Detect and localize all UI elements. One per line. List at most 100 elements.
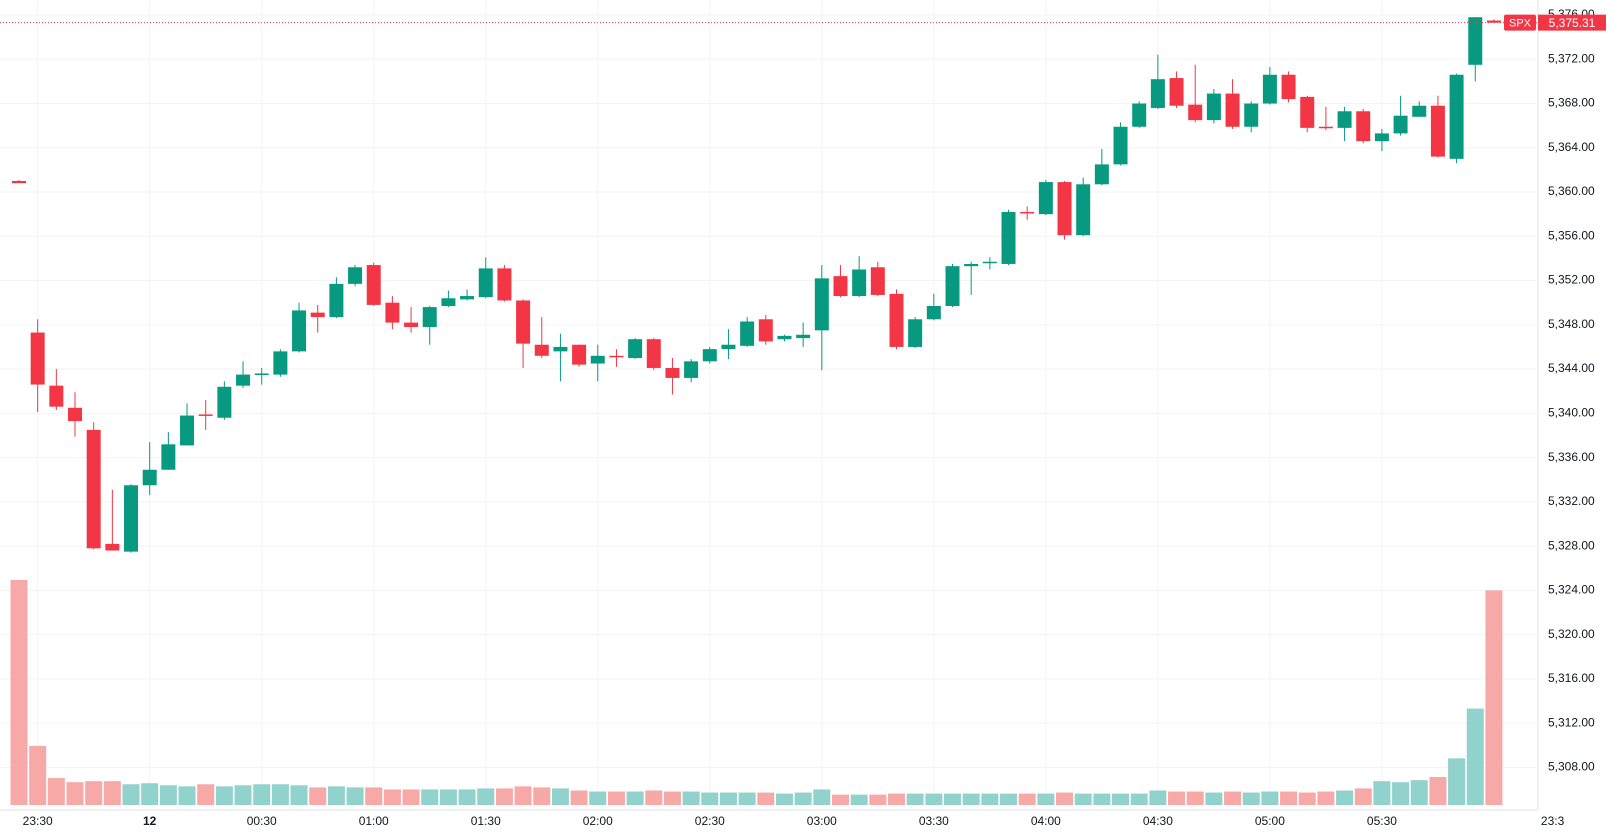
x-tick-label: 05:00 bbox=[1255, 814, 1285, 828]
volume-bar bbox=[1018, 793, 1036, 805]
candle-body bbox=[982, 261, 997, 264]
candle-body bbox=[1038, 182, 1053, 215]
x-tick-label: 03:00 bbox=[807, 814, 837, 828]
x-tick-label: 05:30 bbox=[1367, 814, 1397, 828]
volume-bar bbox=[309, 787, 327, 805]
candle-body bbox=[273, 351, 288, 375]
candle-body bbox=[964, 263, 979, 267]
candle-body bbox=[796, 334, 811, 339]
volume-bar bbox=[1149, 790, 1167, 805]
y-tick-label: 5,360.00 bbox=[1548, 184, 1595, 198]
candle-body bbox=[236, 374, 251, 386]
candle-body bbox=[49, 385, 64, 407]
y-tick-label: 5,336.00 bbox=[1548, 450, 1595, 464]
y-tick-label: 5,312.00 bbox=[1548, 715, 1595, 729]
x-tick-label: 04:30 bbox=[1143, 814, 1173, 828]
volume-bar bbox=[159, 785, 177, 805]
volume-bar bbox=[775, 793, 793, 805]
candle-body bbox=[852, 269, 867, 297]
candle-body bbox=[105, 543, 120, 551]
volume-bar bbox=[421, 789, 439, 805]
x-tick-label: 02:30 bbox=[695, 814, 725, 828]
volume-bar bbox=[1336, 790, 1354, 805]
candle-body bbox=[310, 312, 325, 318]
volume-bar bbox=[85, 781, 103, 805]
volume-bar bbox=[869, 794, 887, 805]
candle-body bbox=[1188, 104, 1203, 121]
volume-bar bbox=[645, 790, 663, 805]
candle-body bbox=[702, 349, 717, 362]
candle-body bbox=[1318, 126, 1333, 129]
candle-body bbox=[1337, 111, 1352, 128]
volume-bar bbox=[290, 785, 308, 805]
volume-bar bbox=[1317, 791, 1335, 805]
y-tick-label: 5,344.00 bbox=[1548, 361, 1595, 375]
x-tick-label: 23:30 bbox=[23, 814, 53, 828]
candle-body bbox=[254, 373, 269, 375]
volume-bar bbox=[1205, 792, 1223, 805]
volume-bar bbox=[813, 789, 831, 805]
volume-bar bbox=[477, 788, 495, 805]
volume-bar bbox=[402, 789, 420, 805]
candle-body bbox=[12, 180, 26, 184]
candle-body bbox=[945, 266, 960, 307]
candle-body bbox=[870, 267, 885, 295]
volume-bar bbox=[346, 787, 364, 805]
volume-bar bbox=[271, 784, 289, 805]
volume-bar bbox=[1298, 792, 1316, 805]
y-tick-label: 5,316.00 bbox=[1548, 671, 1595, 685]
volume-bar bbox=[944, 793, 961, 805]
volume-bar bbox=[701, 792, 719, 805]
candle-body bbox=[516, 300, 531, 344]
volume-bar bbox=[1392, 782, 1410, 805]
candle-body bbox=[404, 322, 419, 328]
volume-bar bbox=[495, 788, 513, 805]
volume-bar bbox=[663, 791, 681, 805]
candle-body bbox=[1057, 182, 1072, 236]
candle-body bbox=[348, 267, 363, 284]
y-tick-label: 5,356.00 bbox=[1548, 228, 1595, 242]
y-tick-label: 5,324.00 bbox=[1548, 583, 1595, 597]
volume-bar bbox=[906, 793, 924, 805]
volume-bar bbox=[253, 784, 271, 805]
candle-body bbox=[777, 335, 792, 340]
candle-body bbox=[740, 321, 755, 346]
candle-body bbox=[758, 319, 773, 342]
candle-body bbox=[1281, 74, 1296, 100]
candle-body bbox=[1430, 105, 1445, 157]
volume-bar bbox=[1429, 777, 1447, 805]
candle-body bbox=[198, 414, 213, 416]
volume-bar bbox=[1093, 793, 1111, 805]
candle-body bbox=[1356, 111, 1371, 142]
volume-bar bbox=[831, 794, 849, 805]
candle-body bbox=[1468, 17, 1483, 65]
volume-bar bbox=[570, 790, 588, 805]
volume-bar bbox=[47, 778, 65, 805]
x-tick-label: 04:00 bbox=[1031, 814, 1061, 828]
candle-body bbox=[926, 306, 941, 320]
candle-body bbox=[1449, 74, 1464, 159]
candle-body bbox=[180, 415, 195, 446]
volume-bar bbox=[10, 580, 28, 805]
volume-bar bbox=[1000, 793, 1018, 805]
candle-body bbox=[1300, 96, 1315, 128]
volume-bar bbox=[215, 786, 233, 805]
candle-body bbox=[385, 302, 400, 323]
candle-body bbox=[814, 278, 829, 331]
candle-body bbox=[1020, 211, 1035, 214]
volume-bar bbox=[234, 785, 252, 805]
x-tick-label: 03:30 bbox=[919, 814, 949, 828]
candle-body bbox=[441, 298, 456, 307]
volume-bar bbox=[589, 791, 607, 805]
last-price-tag bbox=[1538, 14, 1606, 31]
volume-bar bbox=[1168, 791, 1186, 805]
candle-body bbox=[68, 407, 83, 422]
grid bbox=[0, 0, 1538, 810]
candle-body bbox=[329, 283, 344, 318]
volume-bar bbox=[1280, 791, 1298, 805]
symbol-label: SPX bbox=[1509, 18, 1532, 30]
x-tick-label: 00:30 bbox=[247, 814, 277, 828]
symbol-tag bbox=[1504, 14, 1536, 31]
